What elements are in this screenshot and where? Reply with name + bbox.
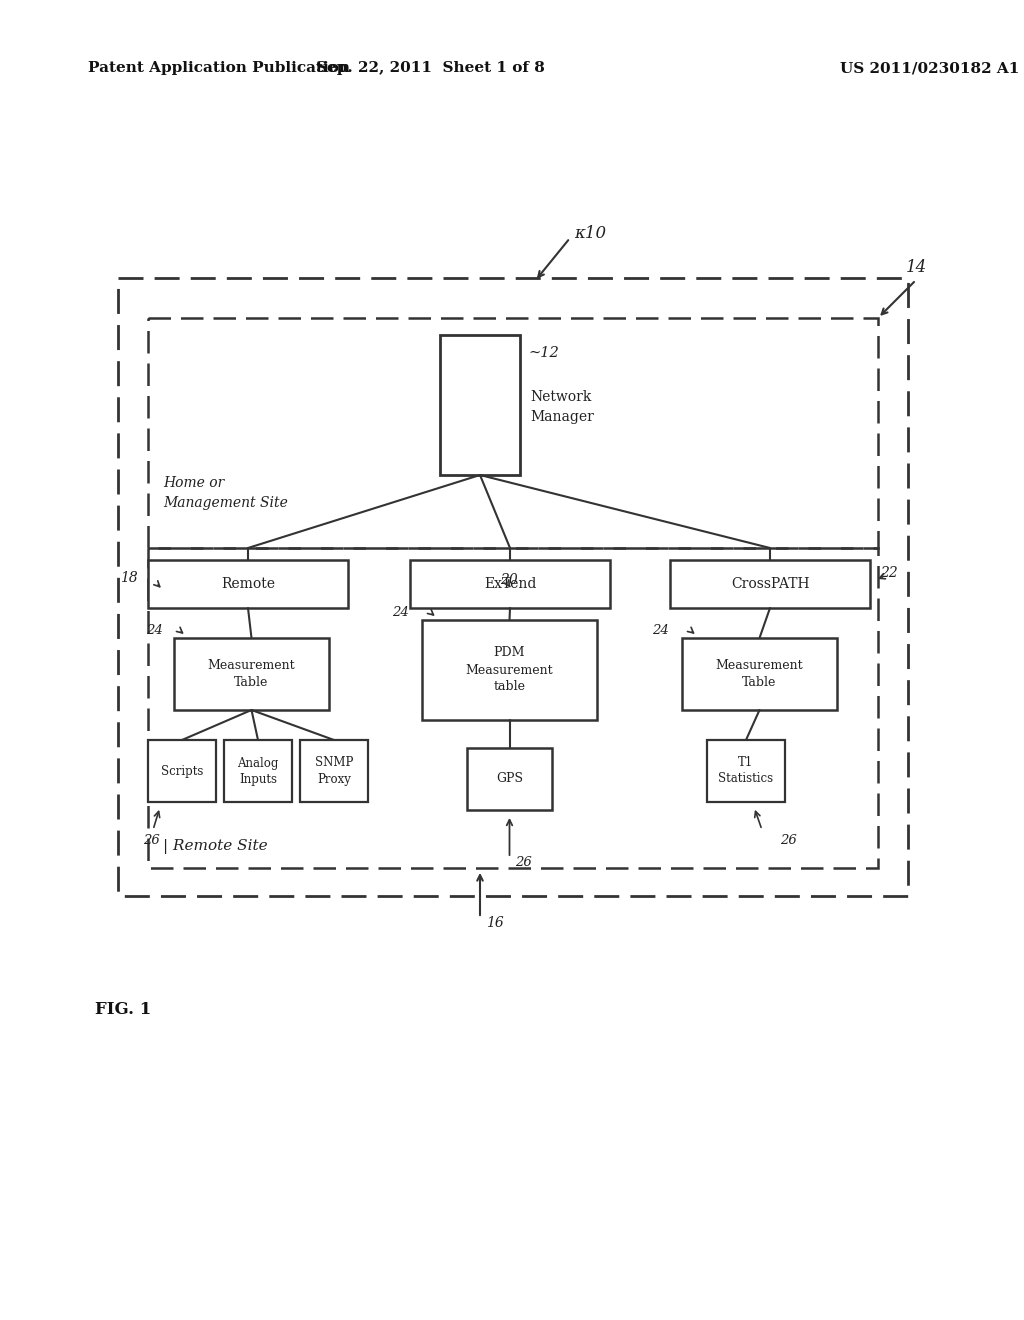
Text: SNMP
Proxy: SNMP Proxy [314, 756, 353, 785]
Bar [682, 638, 837, 710]
Text: Sep. 22, 2011  Sheet 1 of 8: Sep. 22, 2011 Sheet 1 of 8 [315, 61, 545, 75]
Text: Patent Application Publication: Patent Application Publication [88, 61, 350, 75]
Text: US 2011/0230182 A1: US 2011/0230182 A1 [840, 61, 1019, 75]
Text: ∼12: ∼12 [528, 346, 559, 360]
Text: T1
Statistics: T1 Statistics [719, 756, 773, 785]
Bar [300, 741, 368, 803]
Text: Analog
Inputs: Analog Inputs [238, 756, 279, 785]
Bar [174, 638, 329, 710]
Bar [707, 741, 785, 803]
Text: 24: 24 [652, 623, 669, 636]
Bar [148, 318, 878, 548]
Text: Network
Manager: Network Manager [530, 391, 594, 424]
Text: Home or
Management Site: Home or Management Site [163, 477, 288, 510]
Text: 16: 16 [486, 916, 504, 931]
Text: CrossPATH: CrossPATH [731, 577, 809, 591]
Text: 26: 26 [515, 855, 532, 869]
Text: Measurement
Table: Measurement Table [716, 659, 803, 689]
Text: 24: 24 [392, 606, 409, 619]
Text: FIG. 1: FIG. 1 [95, 1002, 152, 1019]
Text: PDM
Measurement
table: PDM Measurement table [466, 647, 553, 693]
Text: 26: 26 [780, 833, 797, 846]
Bar [224, 741, 292, 803]
Text: 20: 20 [500, 573, 518, 587]
Text: 24: 24 [146, 623, 163, 636]
Bar [148, 741, 216, 803]
Text: κ10: κ10 [574, 226, 606, 243]
Text: 18: 18 [120, 572, 138, 585]
Bar [148, 560, 348, 609]
Bar [148, 548, 878, 869]
Text: 14: 14 [906, 260, 928, 276]
Bar [670, 560, 870, 609]
Text: Measurement
Table: Measurement Table [208, 659, 295, 689]
Text: | Remote Site: | Remote Site [163, 838, 267, 854]
Text: 26: 26 [143, 833, 160, 846]
Bar [422, 620, 597, 719]
Bar [118, 279, 908, 896]
Bar [467, 748, 552, 810]
Bar [440, 335, 520, 475]
Text: ExTend: ExTend [483, 577, 537, 591]
Bar [410, 560, 610, 609]
Text: 22: 22 [880, 566, 898, 579]
Text: Scripts: Scripts [161, 764, 203, 777]
Text: GPS: GPS [496, 772, 523, 785]
Text: Remote: Remote [221, 577, 275, 591]
